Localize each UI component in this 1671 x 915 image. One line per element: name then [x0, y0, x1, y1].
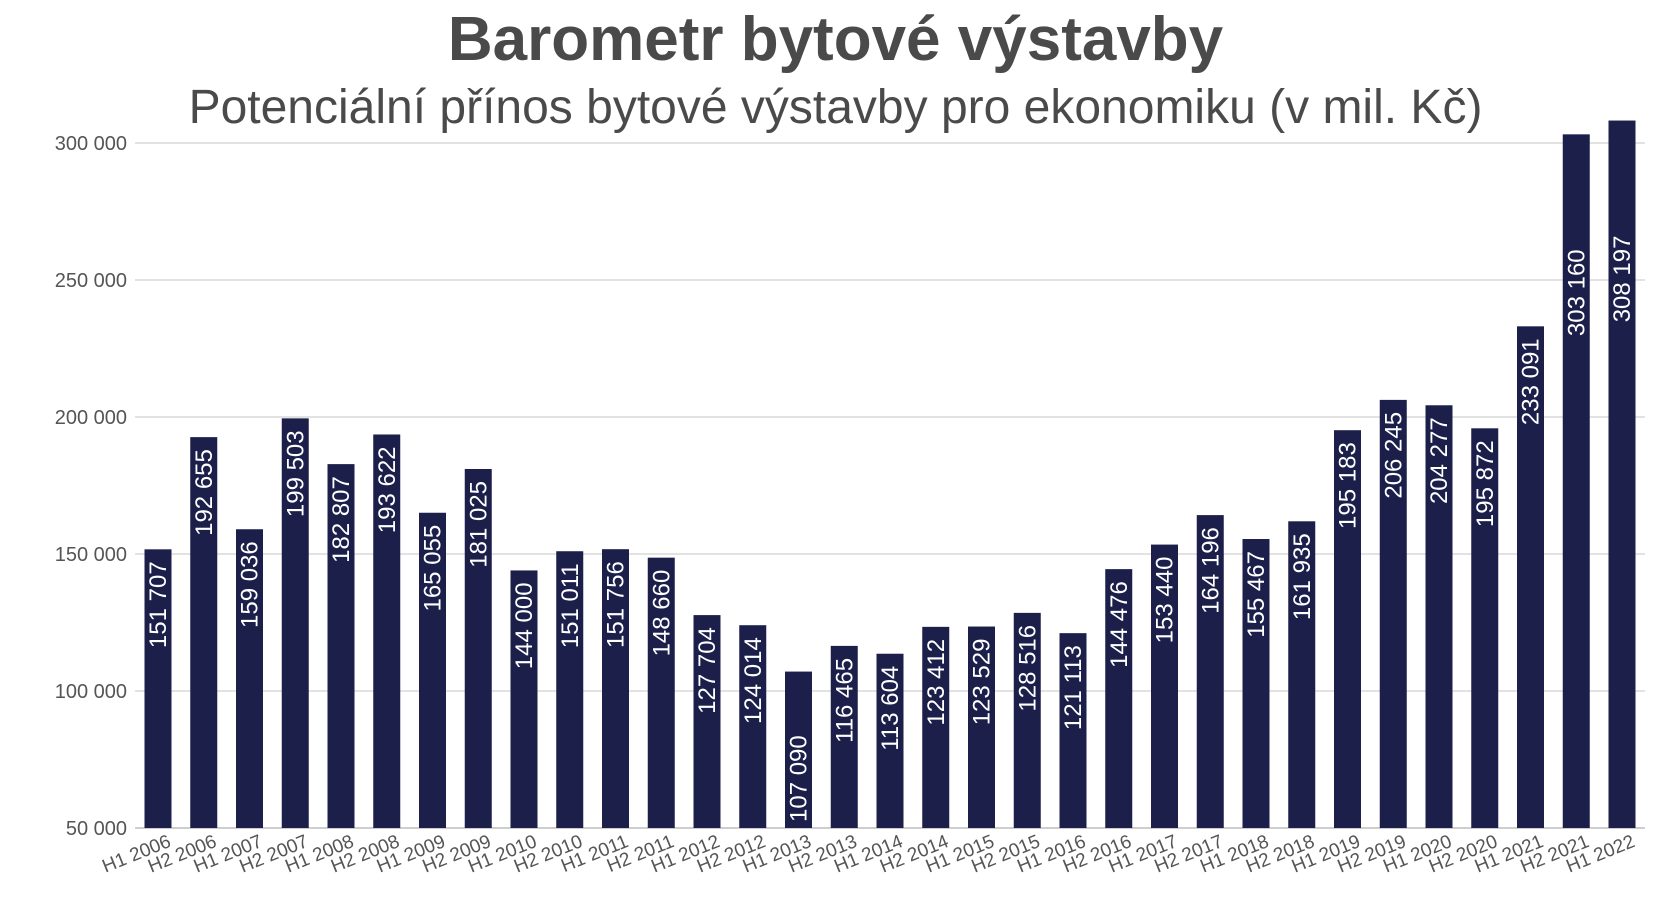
bar: [281, 418, 309, 828]
bar-value-label: 308 197: [1609, 236, 1636, 323]
bar-value-label: 127 704: [694, 627, 721, 714]
bar-value-labels: 151 707 192 655 159 036 199 503 182 807 193 6…: [145, 236, 1636, 822]
chart-subtitle: Potenciální přínos bytové výstavby pro e…: [188, 81, 1483, 134]
bar-value-label: 192 655: [191, 449, 218, 536]
bar: [556, 551, 584, 828]
bar: [922, 626, 950, 828]
bar-value-label: 303 160: [1563, 249, 1590, 336]
bar: [876, 653, 904, 828]
bar: [190, 437, 218, 828]
bar: [510, 570, 538, 828]
bar: [1013, 612, 1041, 828]
bar: [1517, 326, 1544, 828]
bar-value-label: 161 935: [1289, 533, 1316, 620]
bar: [419, 512, 446, 828]
bar-value-label: 124 014: [740, 637, 767, 724]
bar-value-label: 195 872: [1472, 440, 1499, 527]
bar-value-label: 165 055: [420, 525, 447, 612]
bar: [968, 626, 995, 828]
bar: [830, 645, 858, 828]
y-tick-label: 300 000: [55, 133, 127, 155]
y-axis-ticks: 50 000 100 000 150 000 200 000 250 000 300 00…: [55, 133, 127, 840]
bar-value-label: 123 529: [969, 639, 996, 726]
bar-value-label: 116 465: [831, 658, 858, 743]
bar-value-label: 151 011: [557, 563, 584, 648]
bar-value-label: 107 090: [786, 735, 813, 822]
bar: [1242, 539, 1270, 828]
bar: [1105, 569, 1133, 828]
y-tick-label: 250 000: [55, 270, 127, 292]
bar: [693, 615, 721, 828]
bar-value-label: 121 113: [1060, 645, 1087, 730]
bar-value-label: 206 245: [1380, 412, 1407, 499]
bar: [1471, 428, 1499, 828]
bar-value-label: 123 412: [923, 639, 950, 726]
bar: [739, 625, 767, 828]
y-tick-label: 100 000: [55, 681, 127, 703]
bar-value-label: 193 622: [374, 446, 401, 533]
y-tick-label: 50 000: [66, 818, 127, 840]
bar: [327, 464, 355, 828]
bar-value-label: 113 604: [877, 666, 904, 751]
bar-value-label: 155 467: [1243, 551, 1270, 638]
bar-value-label: 153 440: [1152, 557, 1179, 644]
bar: [785, 671, 812, 828]
bar: [1151, 544, 1178, 828]
bar: [1425, 405, 1453, 828]
bar: [236, 529, 263, 828]
bar-value-label: 151 756: [603, 561, 630, 648]
bar-value-label: 204 277: [1426, 417, 1453, 504]
bar-value-label: 148 660: [648, 570, 675, 657]
bar: [373, 434, 401, 828]
bar-value-label: 199 503: [282, 430, 309, 517]
bar: [144, 549, 172, 828]
chart-title: Barometr bytové výstavby: [447, 5, 1224, 74]
bar-value-label: 128 516: [1014, 625, 1041, 712]
bar-value-label: 233 091: [1518, 338, 1545, 425]
bar: [1334, 430, 1361, 828]
bar-value-label: 182 807: [328, 476, 355, 563]
bar-value-label: 181 025: [465, 481, 492, 568]
bar: [1379, 399, 1407, 828]
bar-value-label: 159 036: [237, 541, 264, 628]
bar-value-label: 151 707: [145, 561, 172, 648]
bar-value-label: 144 476: [1106, 581, 1133, 668]
bar: [1562, 134, 1590, 828]
bar-value-label: 195 183: [1335, 442, 1362, 529]
bars: [144, 120, 1636, 828]
bar: [1608, 120, 1636, 828]
bar: [1196, 515, 1224, 828]
bar: [464, 468, 492, 828]
bar: [1059, 633, 1087, 828]
bar: [1288, 521, 1316, 828]
bar: [602, 549, 629, 828]
y-tick-label: 200 000: [55, 407, 127, 429]
bar-value-label: 164 196: [1197, 527, 1224, 614]
bar-value-label: 144 000: [511, 582, 538, 669]
y-tick-label: 150 000: [55, 544, 127, 566]
bar: [647, 557, 675, 828]
